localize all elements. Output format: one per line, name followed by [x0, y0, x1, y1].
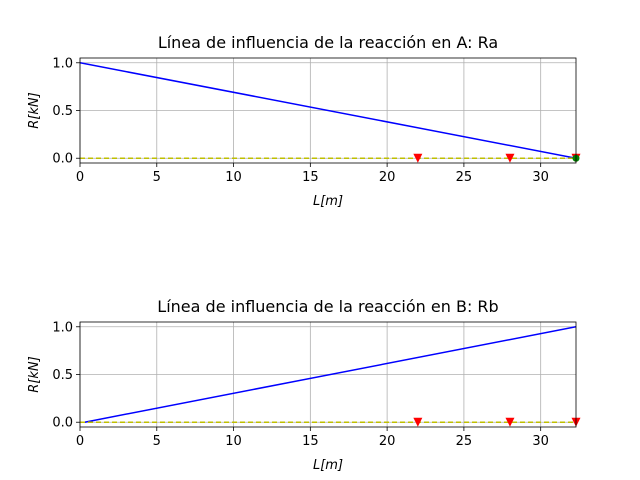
y-tick-label: 1.0	[52, 320, 73, 335]
y-tick-label: 1.0	[52, 56, 73, 71]
x-tick-label: 10	[225, 434, 242, 449]
x-tick-label: 20	[379, 434, 396, 449]
x-tick-label: 0	[76, 434, 84, 449]
x-tick-label: 25	[456, 170, 473, 185]
chart-title: Línea de influencia de la reacción en A:…	[158, 33, 498, 52]
y-tick-label: 0.0	[52, 152, 73, 167]
influence-line	[80, 62, 576, 159]
y-tick-label: 0.5	[52, 368, 73, 383]
load-marker	[413, 417, 423, 427]
chart-title: Línea de influencia de la reacción en B:…	[157, 297, 498, 316]
y-axis-label: R[kN]	[27, 92, 42, 128]
load-marker	[413, 153, 423, 163]
x-axis-label: L[m]	[313, 194, 343, 209]
x-tick-label: 15	[302, 170, 319, 185]
subplot-1: 0 5 10 15 20 25 30 0.0 0.5 1.0 Línea de influencia…	[27, 33, 581, 209]
x-tick-label: 5	[153, 170, 161, 185]
influence-line	[84, 326, 576, 423]
x-tick-label: 5	[153, 434, 161, 449]
x-tick-label: 20	[379, 170, 396, 185]
x-tick-label: 0	[76, 170, 84, 185]
x-tick-label: 15	[302, 434, 319, 449]
load-marker	[505, 417, 515, 427]
y-axis-label: R[kN]	[27, 356, 42, 392]
x-tick-label: 25	[456, 434, 473, 449]
x-tick-label: 30	[532, 170, 549, 185]
x-tick-label: 10	[225, 170, 242, 185]
y-tick-label: 0.0	[52, 416, 73, 431]
load-marker	[505, 153, 515, 163]
series-group	[80, 326, 576, 423]
series-group	[80, 62, 576, 159]
x-tick-label: 30	[532, 434, 549, 449]
x-axis-label: L[m]	[313, 458, 343, 473]
y-tick-label: 0.5	[52, 104, 73, 119]
subplot-2: 0 5 10 15 20 25 30 0.0 0.5 1.0 Línea de influencia…	[27, 297, 581, 473]
